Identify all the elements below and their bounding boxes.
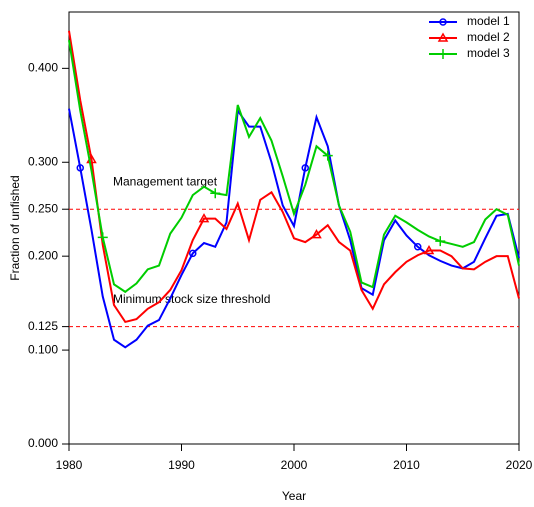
legend-label: model 1 xyxy=(467,14,510,28)
legend-marker xyxy=(438,49,448,59)
data-point xyxy=(414,243,422,251)
data-point xyxy=(435,236,446,247)
legend-marker xyxy=(439,18,447,26)
y-axis-label: Fraction of unfished xyxy=(8,175,22,280)
data-point xyxy=(76,164,84,172)
data-point xyxy=(423,245,435,255)
series-line xyxy=(68,107,520,349)
x-tick-label: 2000 xyxy=(281,458,308,472)
x-axis-label: Year xyxy=(282,489,306,503)
y-tick-label: 0.125 xyxy=(28,319,58,333)
y-tick-label: 0.400 xyxy=(28,61,58,75)
x-tick-label: 1990 xyxy=(168,458,195,472)
reference-label: Management target xyxy=(113,174,218,188)
legend-label: model 2 xyxy=(467,30,510,44)
legend-label: model 3 xyxy=(467,46,510,60)
legend-marker xyxy=(437,32,449,42)
x-tick-label: 1980 xyxy=(56,458,83,472)
y-tick-label: 0.200 xyxy=(28,248,58,262)
y-tick-label: 0.250 xyxy=(28,201,58,215)
series-line xyxy=(68,40,520,294)
data-point xyxy=(198,213,210,223)
y-tick-label: 0.300 xyxy=(28,154,58,168)
data-point xyxy=(189,249,197,258)
data-point xyxy=(301,164,309,172)
y-tick-label: 0.000 xyxy=(28,436,58,450)
data-point xyxy=(322,150,333,161)
series-line xyxy=(68,30,520,324)
x-tick-label: 2020 xyxy=(506,458,533,472)
y-tick-label: 0.100 xyxy=(28,342,58,356)
data-point xyxy=(97,232,108,243)
data-point xyxy=(311,229,322,239)
data-point xyxy=(210,188,221,199)
x-tick-label: 2010 xyxy=(393,458,420,472)
reference-label: Minimum stock size threshold xyxy=(113,292,270,306)
